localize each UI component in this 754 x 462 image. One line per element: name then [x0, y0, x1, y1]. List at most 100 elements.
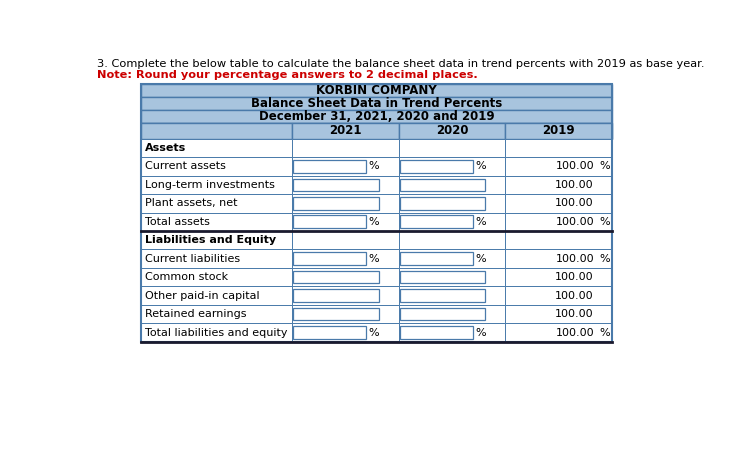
Bar	[399, 194, 505, 213]
Bar	[400, 197, 486, 210]
Bar	[505, 268, 612, 286]
Bar	[399, 176, 505, 194]
Bar	[505, 323, 612, 342]
Text: 2021: 2021	[329, 124, 361, 137]
Bar	[400, 215, 473, 228]
Bar	[292, 123, 399, 139]
Bar	[505, 249, 612, 268]
Bar	[141, 249, 292, 268]
Bar	[141, 231, 292, 249]
Bar	[292, 323, 399, 342]
Text: 100.00: 100.00	[556, 161, 595, 171]
Text: Assets: Assets	[145, 143, 186, 153]
Bar	[141, 110, 612, 123]
Bar	[400, 252, 473, 265]
Bar	[141, 97, 612, 110]
Bar	[399, 139, 505, 157]
Bar	[141, 305, 292, 323]
Text: Balance Sheet Data in Trend Percents: Balance Sheet Data in Trend Percents	[251, 97, 502, 110]
Text: December 31, 2021, 2020 and 2019: December 31, 2021, 2020 and 2019	[259, 110, 494, 123]
Bar	[292, 157, 399, 176]
Text: %: %	[368, 217, 379, 227]
Text: %: %	[599, 161, 610, 171]
Text: %: %	[599, 254, 610, 264]
Bar	[505, 176, 612, 194]
Bar	[399, 268, 505, 286]
Bar	[399, 123, 505, 139]
Bar	[505, 139, 612, 157]
Bar	[141, 194, 292, 213]
Bar	[141, 157, 612, 176]
Bar	[293, 308, 379, 321]
Bar	[292, 231, 399, 249]
Bar	[292, 305, 399, 323]
Bar	[399, 157, 505, 176]
Bar	[141, 268, 612, 286]
Text: Note: Round your percentage answers to 2 decimal places.: Note: Round your percentage answers to 2…	[97, 70, 478, 80]
Bar	[292, 176, 399, 194]
Text: %: %	[475, 217, 486, 227]
Text: %: %	[599, 217, 610, 227]
Bar	[293, 326, 366, 339]
Bar	[399, 286, 505, 305]
Bar	[141, 286, 292, 305]
Bar	[141, 268, 292, 286]
Text: %: %	[368, 328, 379, 338]
Text: %: %	[475, 254, 486, 264]
Bar	[141, 176, 612, 194]
Bar	[399, 305, 505, 323]
Bar	[293, 178, 379, 191]
Bar	[293, 271, 379, 284]
Bar	[292, 249, 399, 268]
Bar	[399, 213, 505, 231]
Text: Total liabilities and equity: Total liabilities and equity	[145, 328, 287, 338]
Bar	[141, 84, 612, 97]
Text: 100.00: 100.00	[555, 272, 594, 282]
Bar	[293, 252, 366, 265]
Bar	[505, 286, 612, 305]
Bar	[141, 249, 612, 268]
Bar	[293, 289, 379, 302]
Text: %: %	[368, 254, 379, 264]
Bar	[505, 194, 612, 213]
Bar	[141, 213, 612, 231]
Text: 2020: 2020	[436, 124, 468, 137]
Text: %: %	[475, 328, 486, 338]
Text: %: %	[475, 161, 486, 171]
Text: %: %	[599, 328, 610, 338]
Bar	[400, 289, 486, 302]
Bar	[400, 326, 473, 339]
Bar	[505, 305, 612, 323]
Bar	[399, 323, 505, 342]
Bar	[292, 194, 399, 213]
Text: 100.00: 100.00	[556, 217, 595, 227]
Text: 3. Complete the below table to calculate the balance sheet data in trend percent: 3. Complete the below table to calculate…	[97, 59, 705, 68]
Text: Other paid-in capital: Other paid-in capital	[145, 291, 259, 301]
Text: 100.00: 100.00	[555, 180, 594, 190]
Bar	[141, 231, 612, 249]
Bar	[141, 286, 612, 305]
Bar	[400, 178, 486, 191]
Bar	[292, 268, 399, 286]
Text: 2019: 2019	[542, 124, 575, 137]
Text: 100.00: 100.00	[555, 309, 594, 319]
Bar	[141, 323, 292, 342]
Bar	[141, 213, 292, 231]
Bar	[400, 271, 486, 284]
Text: KORBIN COMPANY: KORBIN COMPANY	[316, 84, 437, 97]
Text: Current liabilities: Current liabilities	[145, 254, 240, 264]
Bar	[505, 157, 612, 176]
Bar	[505, 123, 612, 139]
Bar	[505, 213, 612, 231]
Bar	[292, 139, 399, 157]
Bar	[293, 215, 366, 228]
Text: 100.00: 100.00	[556, 254, 595, 264]
Bar	[141, 176, 292, 194]
Bar	[141, 123, 612, 139]
Text: 100.00: 100.00	[555, 198, 594, 208]
Bar	[141, 305, 612, 323]
Bar	[293, 197, 379, 210]
Bar	[141, 139, 612, 157]
Bar	[141, 323, 612, 342]
Bar	[141, 157, 292, 176]
